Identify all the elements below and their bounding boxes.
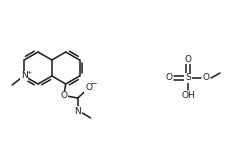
Text: S: S: [185, 74, 191, 82]
Text: +: +: [27, 69, 32, 75]
Text: OH: OH: [181, 92, 195, 100]
Text: O: O: [184, 54, 191, 63]
Text: N: N: [74, 106, 81, 116]
Text: O: O: [85, 84, 92, 93]
Text: O: O: [60, 92, 67, 100]
Text: N: N: [21, 72, 27, 81]
Text: O: O: [165, 74, 173, 82]
Text: O: O: [202, 74, 210, 82]
Text: −: −: [91, 80, 97, 88]
